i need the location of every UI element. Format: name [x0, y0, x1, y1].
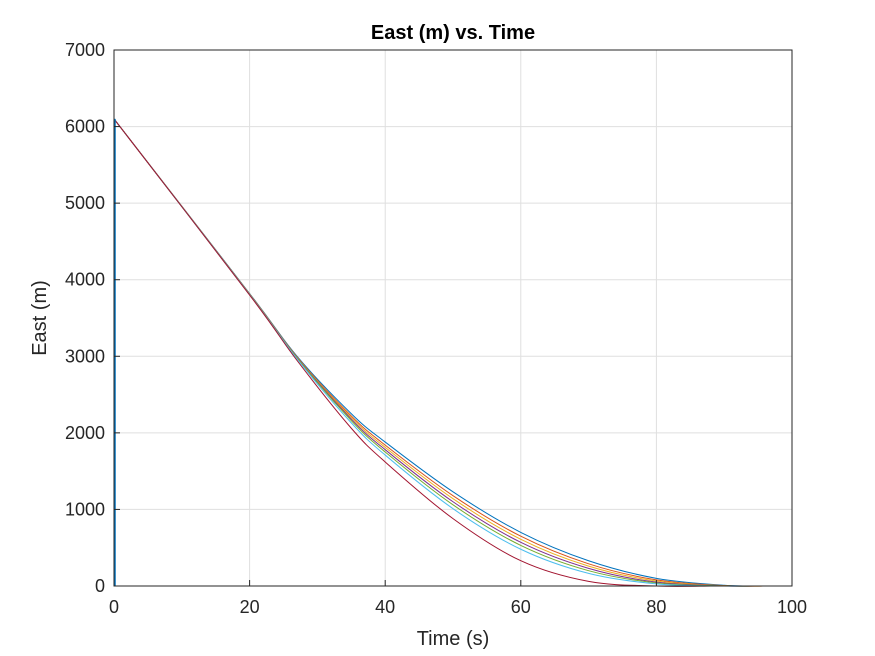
y-tick-label: 0 — [95, 576, 105, 596]
y-tick-label: 3000 — [65, 346, 105, 366]
x-tick-label: 60 — [511, 597, 531, 617]
x-tick-label: 0 — [109, 597, 119, 617]
ticks — [113, 49, 793, 587]
y-axis-label: East (m) — [29, 280, 51, 356]
x-tick-label: 100 — [777, 597, 807, 617]
y-tick-label: 2000 — [65, 423, 105, 443]
plot-area — [114, 50, 792, 586]
y-tick-label: 5000 — [65, 193, 105, 213]
x-tick-label: 80 — [646, 597, 666, 617]
y-tick-label: 6000 — [65, 117, 105, 137]
series-group — [113, 118, 776, 587]
y-tick-label: 7000 — [65, 40, 105, 60]
x-axis-label: Time (s) — [417, 628, 490, 650]
y-tick-label: 4000 — [65, 270, 105, 290]
y-tick-label: 1000 — [65, 499, 105, 519]
y-tick-labels: 0 1000 2000 3000 4000 5000 6000 7000 — [65, 40, 105, 596]
series-line-7 — [113, 118, 711, 587]
x-tick-labels: 0 20 40 60 80 100 — [109, 597, 807, 617]
x-tick-label: 40 — [375, 597, 395, 617]
x-tick-label: 20 — [240, 597, 260, 617]
chart-title: East (m) vs. Time — [371, 22, 535, 44]
axes-box — [113, 49, 793, 587]
